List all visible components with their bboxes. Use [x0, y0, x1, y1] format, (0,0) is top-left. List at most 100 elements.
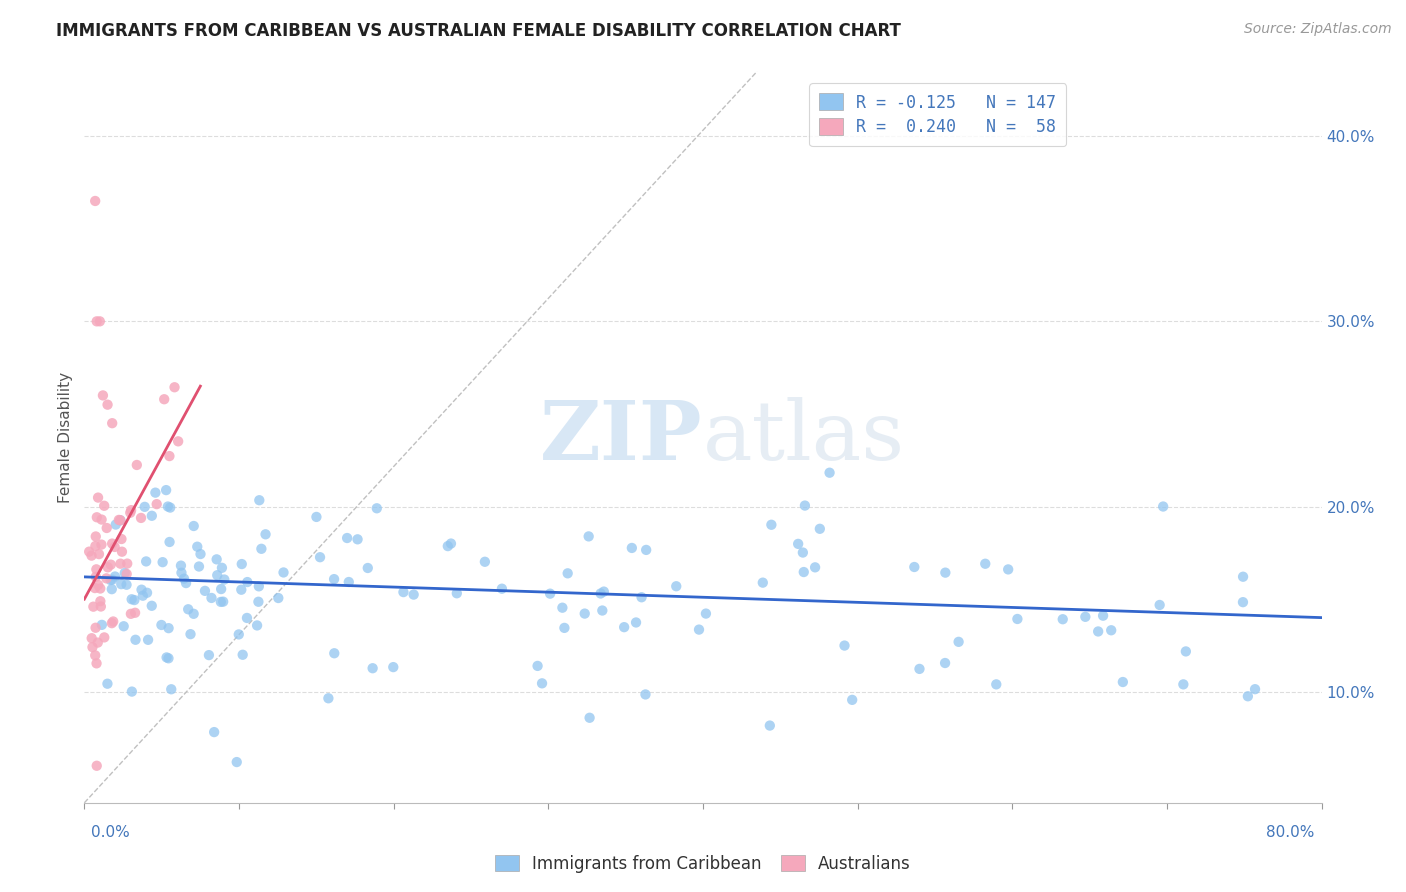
Point: [135, 554, 157, 568]
Point: [157, 651, 180, 665]
Point: [228, 627, 250, 641]
Point: [96, 571, 118, 585]
Point: [236, 611, 259, 625]
Point: [531, 676, 554, 690]
Point: [225, 755, 247, 769]
Point: [207, 568, 229, 582]
Point: [574, 607, 596, 621]
Point: [101, 573, 124, 587]
Point: [402, 588, 425, 602]
Point: [87, 547, 110, 561]
Point: [613, 620, 636, 634]
Point: [80, 631, 103, 645]
Point: [665, 579, 688, 593]
Point: [96, 677, 118, 691]
Point: [159, 449, 181, 463]
Point: [761, 517, 783, 532]
Point: [231, 557, 253, 571]
Point: [108, 513, 131, 527]
Point: [759, 718, 782, 732]
Point: [446, 586, 468, 600]
Point: [551, 600, 574, 615]
Text: ZIP: ZIP: [540, 397, 703, 477]
Point: [155, 650, 177, 665]
Point: [86, 657, 108, 671]
Point: [124, 593, 146, 607]
Point: [200, 591, 222, 605]
Point: [246, 618, 269, 632]
Point: [793, 565, 815, 579]
Point: [194, 583, 217, 598]
Point: [145, 497, 167, 511]
Point: [110, 557, 132, 571]
Point: [141, 599, 163, 613]
Point: [209, 582, 232, 596]
Point: [170, 558, 193, 573]
Point: [101, 616, 124, 631]
Point: [205, 552, 228, 566]
Point: [1149, 598, 1171, 612]
Point: [592, 584, 614, 599]
Point: [620, 541, 643, 555]
Point: [131, 582, 153, 597]
Point: [104, 540, 127, 554]
Point: [1173, 677, 1195, 691]
Point: [141, 508, 163, 523]
Point: [232, 648, 254, 662]
Point: [695, 607, 717, 621]
Point: [84, 194, 107, 208]
Point: [1092, 608, 1115, 623]
Point: [86, 758, 108, 772]
Point: [841, 693, 863, 707]
Point: [124, 606, 146, 620]
Point: [84, 581, 107, 595]
Point: [209, 595, 232, 609]
Point: [474, 555, 496, 569]
Point: [115, 557, 138, 571]
Point: [120, 503, 142, 517]
Point: [1087, 624, 1109, 639]
Point: [86, 314, 108, 328]
Point: [97, 398, 120, 412]
Point: [134, 500, 156, 514]
Point: [157, 621, 180, 635]
Point: [90, 512, 112, 526]
Point: [636, 543, 658, 558]
Point: [273, 566, 295, 580]
Point: [101, 582, 124, 597]
Point: [159, 500, 181, 515]
Point: [578, 529, 600, 543]
Point: [553, 621, 575, 635]
Point: [84, 539, 107, 553]
Point: [974, 557, 997, 571]
Point: [163, 380, 186, 394]
Point: [120, 506, 142, 520]
Point: [212, 595, 235, 609]
Point: [436, 539, 458, 553]
Point: [103, 615, 125, 629]
Point: [101, 536, 124, 550]
Point: [634, 688, 657, 702]
Point: [82, 640, 104, 655]
Point: [934, 566, 956, 580]
Point: [136, 586, 159, 600]
Point: [792, 545, 814, 559]
Point: [752, 575, 775, 590]
Point: [808, 522, 831, 536]
Point: [84, 570, 107, 584]
Point: [186, 540, 208, 554]
Point: [82, 599, 104, 614]
Point: [100, 558, 122, 572]
Point: [90, 618, 112, 632]
Point: [93, 499, 115, 513]
Point: [121, 684, 143, 698]
Point: [392, 585, 415, 599]
Point: [309, 550, 332, 565]
Point: [382, 660, 405, 674]
Point: [91, 388, 114, 402]
Point: [96, 521, 118, 535]
Point: [1099, 624, 1122, 638]
Point: [89, 594, 111, 608]
Legend: R = -0.125   N = 147, R =  0.240   N =  58: R = -0.125 N = 147, R = 0.240 N = 58: [810, 83, 1066, 146]
Point: [110, 532, 132, 546]
